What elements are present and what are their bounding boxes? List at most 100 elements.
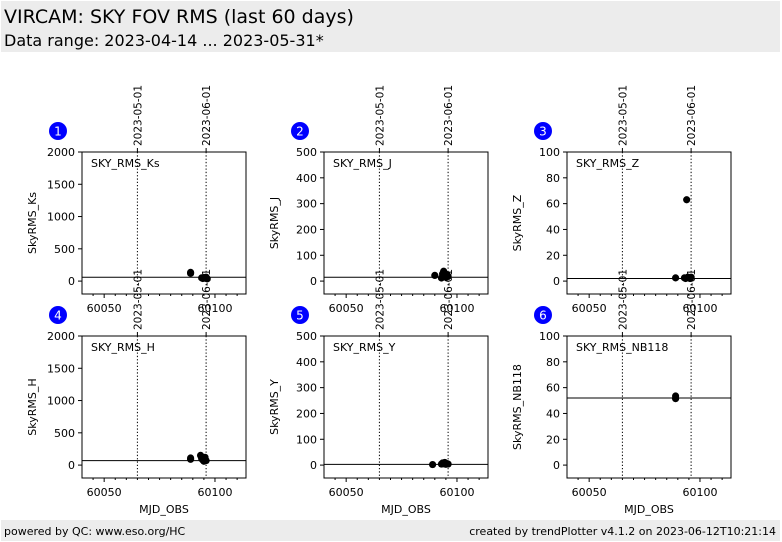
panel-badge-number: 6 <box>539 309 547 323</box>
data-point <box>186 269 195 277</box>
date-marker-label: 2023-05-01 <box>132 85 144 146</box>
data-point <box>444 460 452 468</box>
y-tick-label: 100 <box>296 433 317 446</box>
y-tick-label: 40 <box>546 407 560 420</box>
data-point <box>444 272 452 281</box>
data-point <box>683 196 691 204</box>
panel-label: SKY_RMS_H <box>91 341 155 354</box>
y-tick-label: 1000 <box>47 211 75 224</box>
x-tick-label: 60100 <box>682 302 717 315</box>
plot-panel-2: 2 2023-05-01 2023-06-01 0 100 200 300 400 500 600… <box>268 85 489 315</box>
plot-frame <box>81 335 247 479</box>
y-axis-label: SkyRMS_J <box>268 197 281 249</box>
panel-badge-number: 3 <box>539 125 547 139</box>
plot-panel-1: 1 2023-05-01 2023-06-01 0 500 1000 1500 2000 600… <box>26 85 247 315</box>
y-tick-label: 500 <box>296 146 317 159</box>
panel-badge-circle <box>49 306 67 324</box>
y-tick-label: 60 <box>546 198 560 211</box>
y-axis-label: SkyRMS_H <box>26 378 39 435</box>
y-tick-label: 500 <box>296 330 317 343</box>
y-axis-label: SkyRMS_Y <box>268 379 281 435</box>
plot-panel-3: 3 2023-05-01 2023-06-01 0 20 40 60 80 100 60050 60… <box>511 85 732 315</box>
y-tick-label: 100 <box>539 146 560 159</box>
x-tick-label: 60050 <box>572 486 607 499</box>
x-axis-label: MJD_OBS <box>139 503 189 516</box>
y-tick-label: 0 <box>310 275 317 288</box>
plot-frame <box>323 335 489 479</box>
x-tick-label: 60100 <box>682 486 717 499</box>
y-axis-label: SkyRMS_NB118 <box>511 364 524 450</box>
plot-frame <box>566 335 732 479</box>
x-tick-label: 60100 <box>197 302 232 315</box>
x-tick-label: 60100 <box>439 486 474 499</box>
x-axis-label: MJD_OBS <box>381 503 431 516</box>
plot-frame <box>566 151 732 295</box>
data-point <box>186 455 195 463</box>
y-tick-label: 0 <box>68 275 75 288</box>
plot-frame <box>81 151 247 295</box>
plot-frame <box>323 151 489 295</box>
panel-badge-number: 4 <box>54 309 62 323</box>
header-bar: VIRCAM: SKY FOV RMS (last 60 days) Data … <box>1 1 780 52</box>
panel-label: SKY_RMS_Ks <box>91 157 160 170</box>
panel-badge-circle <box>534 122 552 140</box>
y-tick-label: 40 <box>546 223 560 236</box>
date-marker-label: 2023-05-01 <box>617 85 629 146</box>
panel-badge-circle <box>291 122 309 140</box>
date-marker-label: 2023-05-01 <box>617 269 629 330</box>
page-title: VIRCAM: SKY FOV RMS (last 60 days) <box>4 6 354 28</box>
footer-powered-by: powered by QC: www.eso.org/HC <box>4 525 186 538</box>
panel-badge-number: 1 <box>54 125 62 139</box>
x-tick-label: 60050 <box>87 302 122 315</box>
plot-panel-5: 5 2023-05-01 2023-06-01 0 100 200 300 400 500 600… <box>268 269 489 516</box>
y-axis-label: SkyRMS_Z <box>511 194 524 251</box>
y-tick-label: 0 <box>553 275 560 288</box>
y-tick-label: 300 <box>296 382 317 395</box>
y-tick-label: 100 <box>296 249 317 262</box>
x-tick-label: 60050 <box>329 486 364 499</box>
y-tick-label: 80 <box>546 172 560 185</box>
data-point <box>671 395 680 403</box>
date-marker-label: 2023-06-01 <box>201 85 213 146</box>
y-tick-label: 1500 <box>47 362 75 375</box>
data-point <box>203 275 211 283</box>
y-axis-label: SkyRMS_Ks <box>26 192 39 254</box>
y-tick-label: 80 <box>546 356 560 369</box>
date-marker-label: 2023-06-01 <box>443 269 455 330</box>
footer-bar: powered by QC: www.eso.org/HC created by… <box>1 520 780 541</box>
y-tick-label: 200 <box>296 223 317 236</box>
panel-badge-circle <box>291 306 309 324</box>
data-point <box>428 460 437 469</box>
panel-label: SKY_RMS_NB118 <box>576 341 668 354</box>
data-point <box>431 271 439 280</box>
panel-badge-circle <box>534 306 552 324</box>
plot-panel-4: 4 2023-05-01 2023-06-01 0 500 1000 1500 2000 600… <box>26 269 247 516</box>
data-point <box>202 456 210 465</box>
y-tick-label: 2000 <box>47 330 75 343</box>
date-marker-label: 2023-06-01 <box>686 269 698 330</box>
y-tick-label: 2000 <box>47 146 75 159</box>
y-tick-label: 100 <box>539 330 560 343</box>
page-subtitle: Data range: 2023-04-14 ... 2023-05-31* <box>4 31 324 50</box>
y-tick-label: 400 <box>296 356 317 369</box>
x-tick-label: 60050 <box>329 302 364 315</box>
y-tick-label: 0 <box>310 459 317 472</box>
date-marker-label: 2023-06-01 <box>686 85 698 146</box>
date-marker-label: 2023-06-01 <box>201 269 213 330</box>
x-tick-label: 60050 <box>87 486 122 499</box>
y-tick-label: 1000 <box>47 395 75 408</box>
date-marker-label: 2023-06-01 <box>443 85 455 146</box>
y-tick-label: 0 <box>553 459 560 472</box>
panel-label: SKY_RMS_Z <box>576 157 640 170</box>
date-marker-label: 2023-05-01 <box>132 269 144 330</box>
y-tick-label: 200 <box>296 407 317 420</box>
footer-created-by: created by trendPlotter v4.1.2 on 2023-0… <box>469 525 776 538</box>
x-tick-label: 60050 <box>572 302 607 315</box>
y-tick-label: 300 <box>296 198 317 211</box>
y-tick-label: 500 <box>54 427 75 440</box>
x-axis-label: MJD_OBS <box>624 503 674 516</box>
data-point <box>687 273 695 281</box>
data-point <box>671 274 680 282</box>
y-tick-label: 400 <box>296 172 317 185</box>
